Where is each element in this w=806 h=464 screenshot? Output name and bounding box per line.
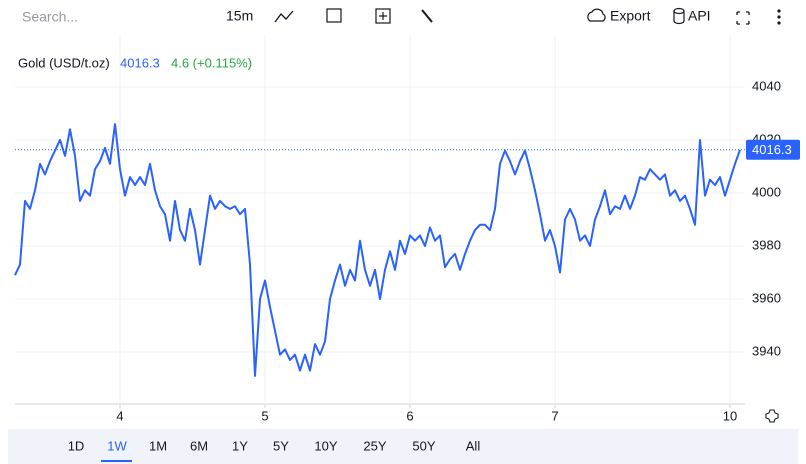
x-tick-label: 7 [551, 408, 558, 423]
interval[interactable]: 15m [226, 8, 253, 24]
x-tick-label: 10 [723, 408, 737, 423]
search[interactable]: Search... [22, 9, 78, 25]
api-icon[interactable] [673, 7, 685, 15]
y-tick-label: 4040 [752, 78, 781, 93]
plus [379, 12, 387, 20]
indicator-icon[interactable] [375, 8, 391, 24]
legend-title: Gold (USD/t.oz) [18, 55, 110, 70]
x-tick-label: 6 [406, 408, 413, 423]
y-tick-label: 3960 [752, 290, 781, 305]
legend-change: 4.6 (+0.115%) [171, 55, 252, 70]
settings-icon[interactable] [421, 9, 433, 23]
x-tick-label: 5 [261, 408, 268, 423]
api-icon-body [673, 11, 685, 25]
menu-icon[interactable] [777, 9, 781, 25]
range-button[interactable]: 1W [107, 438, 127, 453]
fullscreen-icon[interactable] [736, 11, 750, 25]
calendar-icon[interactable] [326, 8, 342, 23]
legend-price: 4016.3 [120, 55, 160, 70]
export[interactable]: Export [610, 8, 651, 24]
api[interactable]: API [688, 8, 711, 24]
range-button[interactable]: 1M [149, 438, 167, 453]
price-line [14, 123, 741, 377]
y-tick-label: 4000 [752, 184, 781, 199]
range-underline [101, 460, 132, 462]
range-button[interactable]: 5Y [273, 438, 289, 453]
range-button[interactable]: 1Y [232, 438, 248, 453]
last-price-tag [746, 139, 800, 160]
range-button[interactable]: 6M [190, 438, 208, 453]
range-button[interactable]: 25Y [363, 438, 386, 453]
range-button[interactable]: All [466, 438, 481, 453]
x-tick-label: 4 [116, 408, 123, 423]
export-icon[interactable] [587, 8, 606, 22]
range-button[interactable]: 10Y [314, 438, 337, 453]
chart-type-icon[interactable] [274, 10, 294, 23]
last-price-label: 4016.3 [752, 142, 792, 157]
y-tick-label: 3940 [752, 343, 781, 358]
range-button[interactable]: 1D [68, 438, 85, 453]
search-box[interactable] [0, 0, 200, 34]
range-button[interactable]: 50Y [412, 438, 435, 453]
axis-settings-icon[interactable] [765, 409, 779, 423]
range-bar [8, 429, 798, 464]
y-tick-label: 3980 [752, 237, 781, 252]
